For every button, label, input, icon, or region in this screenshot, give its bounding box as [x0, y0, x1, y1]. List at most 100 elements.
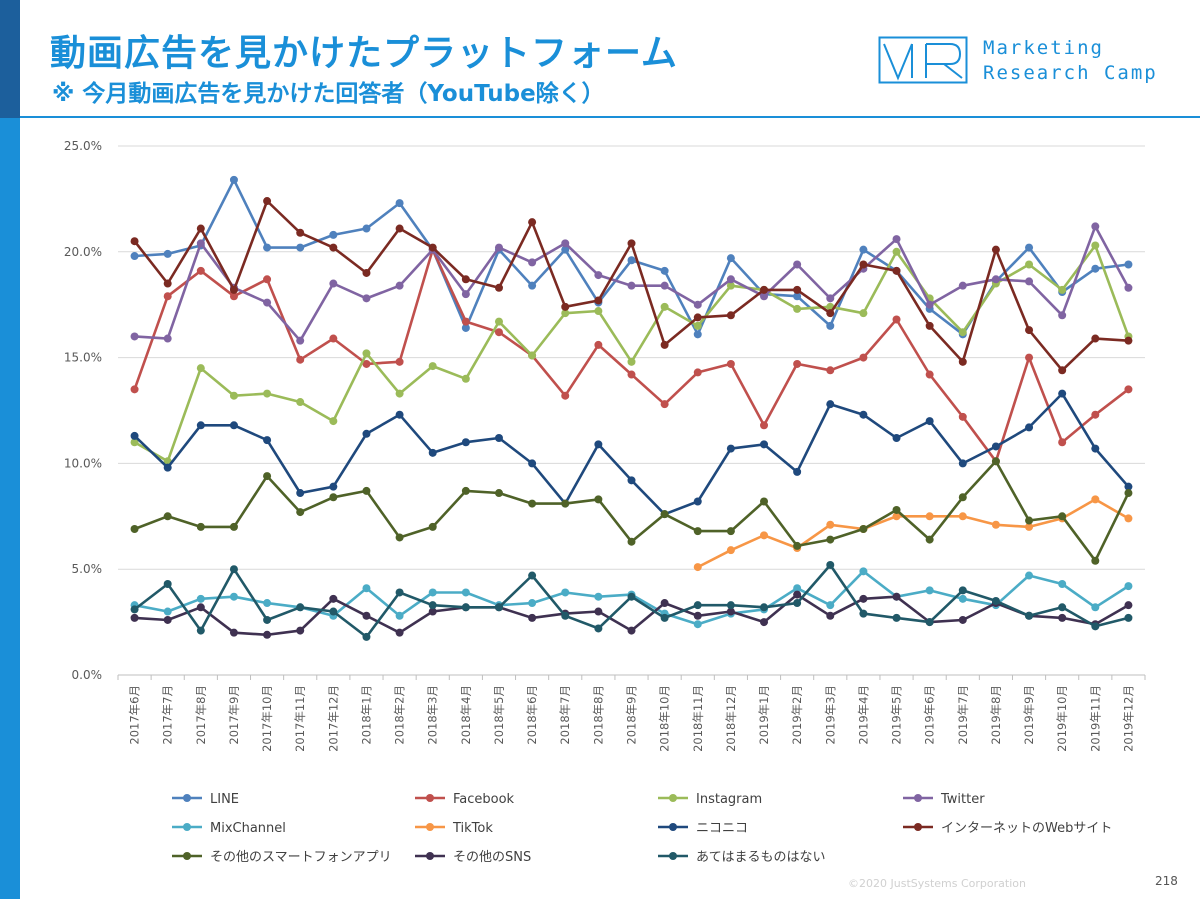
data-point [428, 588, 437, 597]
series-8 [130, 457, 1133, 565]
legend-swatch-marker [426, 823, 434, 831]
data-point [958, 493, 967, 502]
data-point [793, 584, 802, 593]
data-point [130, 438, 139, 447]
data-point [395, 410, 404, 419]
data-point [296, 603, 305, 612]
data-point [528, 351, 537, 360]
x-tick-label: 2017年9月 [227, 685, 241, 745]
data-point [958, 357, 967, 366]
data-point [958, 328, 967, 337]
data-point [130, 385, 139, 394]
x-tick-label: 2017年8月 [194, 685, 208, 745]
data-point [760, 421, 769, 430]
data-point [329, 607, 338, 616]
data-point [793, 292, 802, 301]
data-point [859, 524, 868, 533]
data-point [991, 596, 1000, 605]
data-point [925, 300, 934, 309]
x-tick-label: 2018年5月 [492, 685, 506, 745]
legend-label: Twitter [940, 792, 985, 807]
data-point [494, 243, 503, 252]
data-point [760, 285, 769, 294]
data-point [660, 510, 669, 519]
data-point [892, 434, 901, 443]
x-tick-label: 2017年10月 [260, 685, 274, 752]
data-point [130, 431, 139, 440]
data-point [958, 615, 967, 624]
legend-swatch-marker [669, 794, 677, 802]
series-line [697, 498, 1130, 569]
data-point [726, 607, 735, 616]
data-point [428, 362, 437, 371]
data-point [263, 630, 272, 639]
data-point [362, 224, 371, 233]
data-point [1058, 285, 1067, 294]
data-point [494, 489, 503, 498]
data-point [494, 317, 503, 326]
legend-item: LINE [172, 792, 239, 807]
data-point [627, 239, 636, 248]
data-point [693, 368, 702, 377]
data-point [1124, 385, 1133, 394]
data-point [362, 632, 371, 641]
logo-line-1: Marketing [983, 37, 1104, 59]
data-point [660, 281, 669, 290]
data-point [594, 307, 603, 316]
data-point [329, 334, 338, 343]
x-tick-label: 2018年3月 [426, 685, 440, 745]
data-point [1025, 243, 1034, 252]
data-point [196, 239, 205, 248]
legend-swatch-marker [914, 823, 922, 831]
series-9 [130, 590, 1133, 639]
data-point [693, 611, 702, 620]
x-tick-label: 2019年6月 [923, 685, 937, 745]
data-point [859, 567, 868, 576]
x-tick-label: 2017年7月 [161, 685, 175, 745]
data-point [760, 618, 769, 627]
data-point [1025, 326, 1034, 335]
data-point [925, 321, 934, 330]
data-point [627, 626, 636, 635]
data-point [329, 243, 338, 252]
data-point [826, 366, 835, 375]
data-point [1124, 613, 1133, 622]
data-point [892, 613, 901, 622]
data-point [1091, 603, 1100, 612]
data-point [528, 258, 537, 267]
data-point [196, 421, 205, 430]
data-point [428, 601, 437, 610]
data-point [1025, 277, 1034, 286]
logo-mark [878, 36, 968, 84]
data-point [1124, 260, 1133, 269]
data-point [793, 467, 802, 476]
data-point [494, 434, 503, 443]
data-point [428, 522, 437, 531]
data-point [859, 609, 868, 618]
data-point [627, 281, 636, 290]
data-point [130, 524, 139, 533]
legend-swatch-marker [914, 794, 922, 802]
data-point [362, 359, 371, 368]
x-tick-label: 2019年11月 [1088, 685, 1102, 752]
y-tick-label: 10.0% [64, 456, 102, 470]
data-point [461, 588, 470, 597]
data-point [760, 292, 769, 301]
data-point [627, 357, 636, 366]
data-point [1058, 366, 1067, 375]
data-point [263, 436, 272, 445]
data-point [329, 482, 338, 491]
data-point [196, 266, 205, 275]
data-point [263, 298, 272, 307]
data-point [528, 599, 537, 608]
data-point [693, 313, 702, 322]
legend-swatch-marker [183, 852, 191, 860]
x-tick-label: 2019年8月 [989, 685, 1003, 745]
data-point [991, 245, 1000, 254]
data-point [395, 611, 404, 620]
data-point [196, 522, 205, 531]
data-point [461, 603, 470, 612]
data-point [726, 359, 735, 368]
legend-item: Instagram [658, 792, 762, 807]
data-point [991, 275, 1000, 284]
